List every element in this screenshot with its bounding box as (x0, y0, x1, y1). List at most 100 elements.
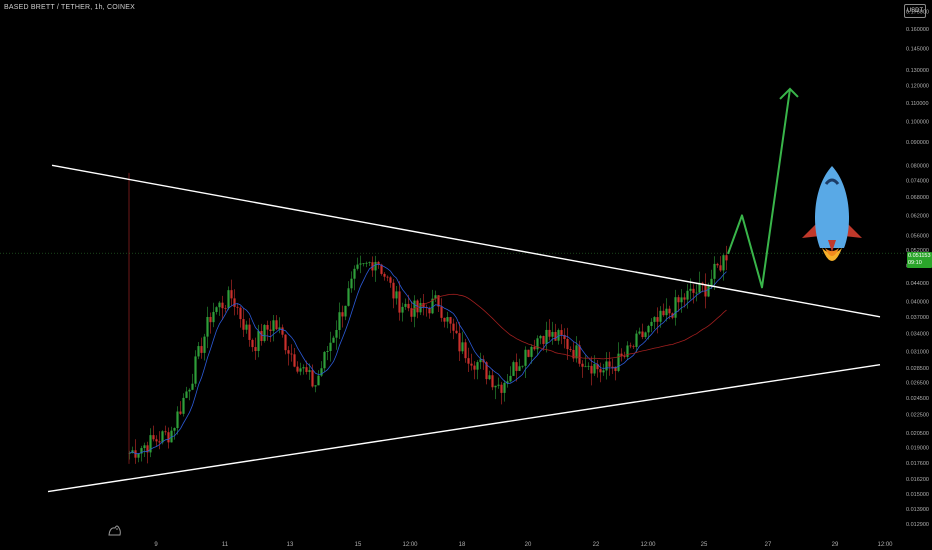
candle-body (272, 320, 275, 331)
candle-body (248, 324, 251, 340)
candle-body (611, 366, 614, 368)
y-tick-label: 0.019000 (906, 446, 929, 452)
candle-body (557, 330, 560, 341)
resistance-trendline[interactable] (51, 164, 881, 318)
candle-body (563, 334, 566, 340)
candle-body (353, 268, 356, 279)
candle-body (518, 366, 521, 371)
candle-body (176, 411, 179, 429)
candle-body (269, 329, 272, 331)
y-tick-label: 0.040000 (906, 299, 929, 305)
y-tick-label: 0.062000 (906, 213, 929, 219)
candle-body (356, 264, 359, 269)
x-tick-label: 15 (355, 542, 362, 548)
candle-body (473, 365, 476, 370)
candle-body (461, 342, 464, 352)
x-tick-label: 29 (832, 542, 839, 548)
candle-body (437, 295, 440, 307)
candle-body (689, 288, 692, 291)
candle-body (329, 342, 332, 351)
candle-body (485, 362, 488, 380)
candle-body (158, 441, 161, 443)
candle-body (497, 384, 500, 386)
x-tick-label: 13 (287, 542, 294, 548)
candle-body (722, 255, 725, 271)
candle-body (623, 356, 626, 358)
candle-body (554, 331, 557, 341)
candle-body (680, 297, 683, 303)
candle-body (227, 290, 230, 309)
candle-body (137, 453, 140, 458)
candle-body (359, 263, 362, 265)
y-tick-label: 0.034000 (906, 331, 929, 337)
candle-body (506, 381, 509, 383)
candle-body (509, 375, 512, 382)
candle-body (527, 349, 530, 357)
support-trendline[interactable] (47, 363, 881, 493)
candle-body (674, 297, 677, 318)
projection-arrowhead (779, 87, 799, 100)
currency-button[interactable]: USDT (904, 4, 926, 18)
y-tick-label: 0.100000 (906, 119, 929, 125)
y-tick-label: 0.044000 (906, 281, 929, 287)
ma-slow-line (411, 293, 727, 360)
candle-body (713, 263, 716, 279)
candle-body (512, 362, 515, 376)
candle-body (338, 312, 341, 330)
x-tick-label: 22 (593, 542, 600, 548)
ma-fast-line (129, 263, 727, 455)
candle-body (449, 317, 452, 324)
candle-body (500, 384, 503, 393)
drawings-layer (0, 87, 905, 493)
candle-body (152, 435, 155, 440)
candle-body (236, 306, 239, 308)
candle-body (368, 262, 371, 263)
candle-body (548, 329, 551, 337)
candle-body (239, 307, 242, 320)
x-tick-label: 12:00 (877, 542, 893, 548)
candle-body (185, 391, 188, 398)
candles-layer (128, 172, 728, 464)
candle-body (458, 333, 461, 352)
time-axis[interactable]: 9 11 13 15 12:00 18 20 22 12:00 25 27 29 12:00 (154, 542, 893, 548)
candle-body (446, 317, 449, 322)
price-axis[interactable]: 0.012900 0.013900 0.015000 0.016200 0.017600… (906, 10, 929, 528)
candle-body (470, 363, 473, 366)
candle-body (377, 261, 380, 265)
candle-body (539, 335, 542, 339)
candle-body (242, 319, 245, 330)
candle-body (380, 264, 383, 274)
candle-body (602, 370, 605, 373)
candle-body (629, 345, 632, 347)
candle-body (599, 369, 602, 373)
candle-body (692, 288, 695, 293)
candle-body (287, 350, 290, 354)
candle-body (719, 265, 722, 271)
candle-body (488, 375, 491, 380)
y-tick-label: 0.031000 (906, 350, 929, 356)
candle-body (173, 428, 176, 431)
candle-body (311, 370, 314, 387)
projection-arrow[interactable] (727, 88, 791, 289)
candle-body (167, 432, 170, 443)
candle-body (638, 331, 641, 334)
x-tick-label: 25 (701, 542, 708, 548)
bar-countdown: 09:10 (908, 260, 922, 266)
candle-body (323, 351, 326, 369)
candle-body (308, 370, 311, 372)
x-tick-label: 27 (765, 542, 772, 548)
candle-body (347, 288, 350, 306)
candle-body (212, 311, 215, 323)
candle-body (161, 431, 164, 443)
y-tick-label: 0.175000 (906, 10, 929, 16)
y-tick-label: 0.016200 (906, 477, 929, 483)
y-tick-label: 0.110000 (906, 101, 929, 107)
candle-body (140, 448, 143, 454)
candle-body (653, 317, 656, 322)
x-tick-label: 20 (525, 542, 532, 548)
y-tick-label: 0.120000 (906, 84, 929, 90)
candle-body (695, 292, 698, 294)
candle-body (584, 366, 587, 368)
candle-body (362, 263, 365, 265)
